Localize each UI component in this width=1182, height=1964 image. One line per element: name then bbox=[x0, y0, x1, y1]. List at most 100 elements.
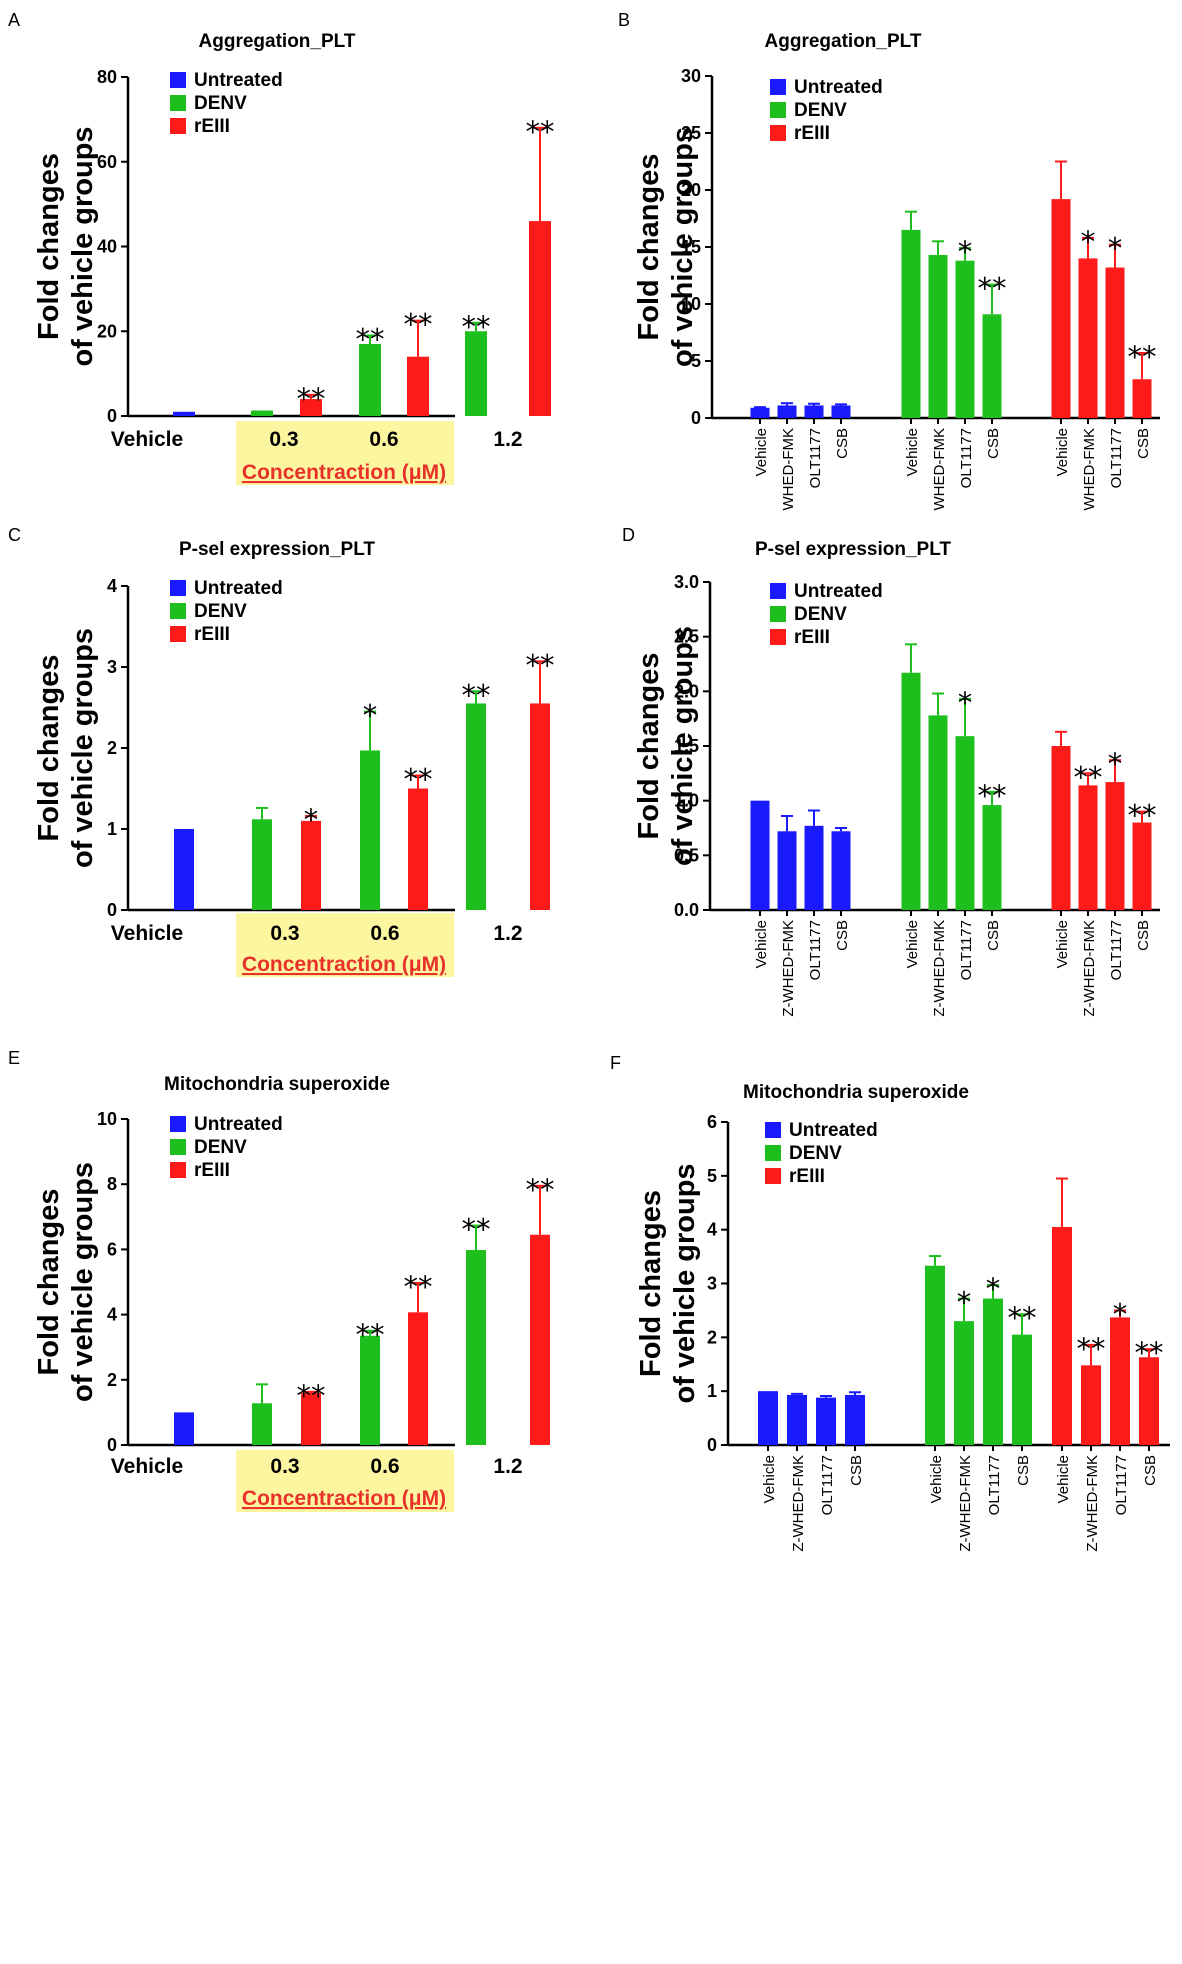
bar bbox=[1081, 1365, 1101, 1445]
x-tick-label: Z-WHED-FMK bbox=[957, 1455, 974, 1552]
bar bbox=[466, 1250, 486, 1445]
x-tick-label: CSB bbox=[985, 920, 1002, 951]
legend-label: Untreated bbox=[794, 77, 883, 98]
legend-swatch bbox=[770, 102, 786, 118]
y-tick-label: 0 bbox=[707, 1435, 717, 1455]
bar bbox=[901, 672, 921, 910]
bar bbox=[750, 800, 770, 910]
significance-marker: * bbox=[957, 1286, 972, 1320]
y-tick-label: 1 bbox=[107, 819, 117, 839]
bar bbox=[174, 829, 194, 910]
legend-label: DENV bbox=[794, 100, 847, 121]
y-tick-label: 5 bbox=[707, 1166, 717, 1186]
y-axis-label-line: of vehicle groups bbox=[667, 127, 699, 367]
legend-label: Untreated bbox=[789, 1120, 878, 1141]
y-tick-label: 0 bbox=[107, 406, 117, 426]
x-tick-label: Z-WHED-FMK bbox=[1081, 920, 1098, 1017]
y-tick-label: 1 bbox=[707, 1381, 717, 1401]
significance-marker: ** bbox=[1135, 1336, 1164, 1370]
concentration-highlight bbox=[236, 421, 454, 485]
y-axis-label-line: Fold changes bbox=[33, 655, 65, 842]
legend-swatch bbox=[770, 606, 786, 622]
x-tick-label: OLT1177 bbox=[807, 920, 824, 980]
x-tick-label: CSB bbox=[1135, 920, 1152, 951]
x-tick-label: Z-WHED-FMK bbox=[1084, 1455, 1101, 1552]
legend-swatch bbox=[770, 629, 786, 645]
bar bbox=[831, 831, 851, 910]
x-tick-label: Vehicle bbox=[753, 428, 770, 476]
significance-marker: ** bbox=[978, 272, 1007, 306]
y-tick-label: 0 bbox=[107, 900, 117, 920]
significance-marker: * bbox=[1108, 747, 1123, 781]
chart-panel-e: E Mitochondria superoxide 0 2 4 6 8 10 Fold chan… bbox=[8, 1048, 555, 1512]
bar bbox=[928, 715, 948, 910]
bar bbox=[787, 1394, 807, 1445]
panel-letter: C bbox=[8, 525, 21, 545]
y-tick-label: 2 bbox=[107, 738, 117, 758]
bar bbox=[901, 229, 921, 418]
legend-label: DENV bbox=[194, 1137, 247, 1158]
legend-swatch bbox=[770, 79, 786, 95]
panel-letter: A bbox=[8, 10, 20, 30]
significance-marker: ** bbox=[462, 310, 491, 344]
x-tick-label: Vehicle bbox=[1054, 428, 1071, 476]
bar bbox=[174, 1412, 194, 1445]
chart-panel-b: B Aggregation_PLT 0 5 10 15 20 25 30 Fold changes… bbox=[618, 10, 1160, 511]
bar bbox=[408, 1312, 428, 1445]
significance-marker: * bbox=[1108, 232, 1123, 266]
bar bbox=[983, 1298, 1003, 1445]
significance-marker: * bbox=[363, 699, 378, 733]
y-tick-label: 10 bbox=[681, 294, 701, 314]
bar bbox=[777, 831, 797, 910]
bar bbox=[845, 1394, 865, 1445]
significance-marker: ** bbox=[297, 382, 326, 416]
x-tick-label: CSB bbox=[1015, 1455, 1032, 1486]
x-tick-label: Vehicle bbox=[904, 428, 921, 476]
bar bbox=[831, 405, 851, 418]
legend-label: DENV bbox=[194, 93, 247, 114]
legend-swatch bbox=[170, 95, 186, 111]
significance-marker: ** bbox=[356, 1318, 385, 1352]
significance-marker: * bbox=[1081, 225, 1096, 259]
legend-swatch bbox=[170, 1116, 186, 1132]
y-axis-label-line: of vehicle groups bbox=[669, 1163, 701, 1403]
panel-letter: F bbox=[610, 1053, 621, 1073]
significance-marker: ** bbox=[978, 779, 1007, 813]
chart-title: Mitochondria superoxide bbox=[164, 1074, 390, 1095]
significance-marker: ** bbox=[1128, 799, 1157, 833]
bar bbox=[301, 1392, 321, 1445]
legend-swatch bbox=[770, 583, 786, 599]
y-tick-label: 20 bbox=[97, 321, 117, 341]
y-tick-label: 3.0 bbox=[674, 572, 699, 592]
x-group-label: 0.6 bbox=[370, 1455, 399, 1478]
x-group-label: 1.2 bbox=[493, 1455, 522, 1478]
y-axis-label-line: Fold changes bbox=[633, 154, 665, 341]
legend-label: rEIII bbox=[194, 624, 230, 645]
legend-label: DENV bbox=[794, 604, 847, 625]
y-tick-label: 20 bbox=[681, 180, 701, 200]
significance-marker: ** bbox=[526, 115, 555, 149]
y-tick-label: 2 bbox=[707, 1327, 717, 1347]
x-group-label: Vehicle bbox=[111, 922, 183, 945]
y-tick-label: 5 bbox=[691, 351, 701, 371]
legend-label: Untreated bbox=[194, 1114, 283, 1135]
legend-swatch bbox=[770, 125, 786, 141]
legend-label: rEIII bbox=[794, 123, 830, 144]
legend-swatch bbox=[170, 118, 186, 134]
x-tick-label: WHED-FMK bbox=[1081, 428, 1098, 511]
legend-swatch bbox=[765, 1145, 781, 1161]
significance-marker: ** bbox=[462, 1213, 491, 1247]
bar bbox=[758, 1391, 778, 1445]
significance-marker: * bbox=[304, 803, 319, 837]
bar bbox=[1052, 1226, 1072, 1445]
legend-swatch bbox=[170, 626, 186, 642]
bar bbox=[1105, 782, 1125, 910]
bar bbox=[1078, 785, 1098, 910]
chart-title: P-sel expression_PLT bbox=[755, 539, 951, 560]
x-tick-label: CSB bbox=[1142, 1455, 1159, 1486]
significance-marker: ** bbox=[1128, 340, 1157, 374]
y-axis-label-line: Fold changes bbox=[635, 1190, 667, 1377]
significance-marker: ** bbox=[297, 1379, 326, 1413]
legend-label: rEIII bbox=[794, 627, 830, 648]
